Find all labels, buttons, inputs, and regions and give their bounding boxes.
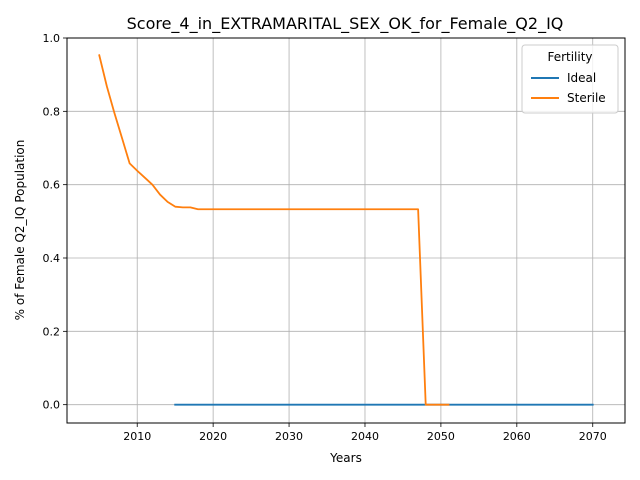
plot-frame [66, 37, 626, 424]
x-axis-ticks: 2010 2020 2030 2040 2050 2060 2070 [123, 423, 607, 443]
x-axis-label: Years [329, 451, 362, 465]
y-tick-label: 0.4 [43, 252, 61, 265]
grid [67, 37, 625, 423]
x-tick-label: 2070 [579, 430, 607, 443]
x-tick-label: 2040 [351, 430, 379, 443]
legend-label-sterile: Sterile [567, 91, 606, 105]
y-axis-ticks: 0.0 0.2 0.4 0.6 0.8 1.0 [43, 32, 67, 412]
x-tick-label: 2020 [199, 430, 227, 443]
series-group [98, 54, 594, 406]
x-tick-label: 2030 [275, 430, 303, 443]
chart-title: Score_4_in_EXTRAMARITAL_SEX_OK_for_Femal… [127, 14, 564, 34]
legend-box [521, 44, 619, 114]
legend-title: Fertility [547, 50, 592, 64]
y-tick-label: 0.0 [43, 399, 61, 412]
y-tick-label: 1.0 [43, 32, 61, 45]
legend: Fertility Ideal Sterile [521, 44, 619, 114]
x-tick-label: 2010 [123, 430, 151, 443]
y-axis-label: % of Female Q2_IQ Population [13, 140, 27, 321]
series-line-sterile [98, 54, 450, 406]
legend-label-ideal: Ideal [567, 71, 596, 85]
y-tick-label: 0.2 [43, 325, 61, 338]
x-tick-label: 2060 [503, 430, 531, 443]
x-tick-label: 2050 [427, 430, 455, 443]
y-tick-label: 0.8 [43, 105, 61, 118]
y-tick-label: 0.6 [43, 179, 61, 192]
